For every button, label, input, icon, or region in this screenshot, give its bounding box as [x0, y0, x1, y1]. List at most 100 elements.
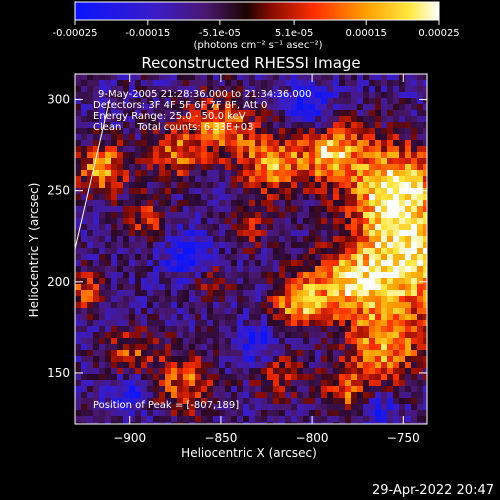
heatmap-cell — [225, 266, 231, 272]
heatmap-cell — [339, 260, 345, 266]
heatmap-cell — [171, 248, 177, 254]
heatmap-cell — [123, 128, 129, 134]
heatmap-cell — [129, 272, 135, 278]
heatmap-cell — [393, 230, 399, 236]
heatmap-cell — [273, 98, 279, 104]
heatmap-cell — [333, 332, 339, 338]
heatmap-cell — [195, 140, 201, 146]
heatmap-cell — [243, 356, 249, 362]
heatmap-cell — [351, 122, 357, 128]
heatmap-cell — [171, 134, 177, 140]
heatmap-cell — [117, 80, 123, 86]
heatmap-cell — [225, 338, 231, 344]
heatmap-cell — [267, 296, 273, 302]
heatmap-cell — [195, 290, 201, 296]
heatmap-cell — [207, 386, 213, 392]
heatmap-cell — [285, 218, 291, 224]
heatmap-cell — [339, 194, 345, 200]
heatmap-cell — [249, 98, 255, 104]
heatmap-cell — [393, 284, 399, 290]
heatmap-cell — [351, 254, 357, 260]
heatmap-cell — [405, 242, 411, 248]
heatmap-cell — [405, 158, 411, 164]
heatmap-cell — [117, 266, 123, 272]
heatmap-cell — [315, 188, 321, 194]
heatmap-cell — [249, 86, 255, 92]
heatmap-cell — [111, 140, 117, 146]
heatmap-cell — [345, 404, 351, 410]
heatmap-cell — [87, 140, 93, 146]
heatmap-cell — [357, 212, 363, 218]
heatmap-cell — [99, 146, 105, 152]
heatmap-cell — [135, 356, 141, 362]
heatmap-cell — [363, 134, 369, 140]
heatmap-cell — [231, 86, 237, 92]
heatmap-cell — [75, 404, 81, 410]
heatmap-cell — [93, 200, 99, 206]
heatmap-cell — [327, 272, 333, 278]
heatmap-cell — [363, 230, 369, 236]
heatmap-cell — [351, 386, 357, 392]
heatmap-cell — [417, 236, 423, 242]
heatmap-cell — [189, 122, 195, 128]
heatmap-cell — [141, 200, 147, 206]
heatmap-cell — [243, 170, 249, 176]
heatmap-cell — [279, 314, 285, 320]
heatmap-cell — [141, 140, 147, 146]
heatmap-cell — [159, 212, 165, 218]
heatmap-cell — [159, 254, 165, 260]
heatmap-cell — [423, 368, 427, 374]
heatmap-cell — [171, 176, 177, 182]
heatmap-cell — [189, 278, 195, 284]
heatmap-cell — [249, 350, 255, 356]
heatmap-cell — [141, 92, 147, 98]
heatmap-cell — [177, 254, 183, 260]
heatmap-cell — [183, 278, 189, 284]
heatmap-cell — [219, 278, 225, 284]
heatmap-cell — [297, 278, 303, 284]
heatmap-cell — [147, 260, 153, 266]
heatmap-cell — [123, 206, 129, 212]
heatmap-cell — [129, 332, 135, 338]
footer-timestamp: 29-Apr-2022 20:47 — [372, 483, 494, 498]
heatmap-cell — [333, 422, 339, 424]
heatmap-cell — [363, 86, 369, 92]
heatmap-cell — [321, 74, 327, 80]
heatmap-cell — [111, 374, 117, 380]
heatmap-cell — [159, 236, 165, 242]
heatmap-cell — [231, 194, 237, 200]
heatmap-cell — [267, 326, 273, 332]
heatmap-cell — [147, 404, 153, 410]
heatmap-cell — [261, 260, 267, 266]
heatmap-cell — [345, 344, 351, 350]
heatmap-cell — [111, 320, 117, 326]
heatmap-cell — [75, 176, 81, 182]
heatmap-cell — [147, 236, 153, 242]
heatmap-cell — [363, 122, 369, 128]
heatmap-cell — [249, 338, 255, 344]
heatmap-cell — [351, 422, 357, 424]
heatmap-cell — [411, 410, 417, 416]
heatmap-cell — [225, 236, 231, 242]
heatmap-cell — [405, 350, 411, 356]
annotation-detectors: Detectors: 3F 4F 5F 6F 7F 8F, Att 0 — [93, 100, 267, 111]
heatmap-cell — [117, 260, 123, 266]
heatmap-cell — [423, 230, 427, 236]
heatmap-cell — [195, 404, 201, 410]
heatmap-cell — [183, 128, 189, 134]
heatmap-cell — [207, 380, 213, 386]
heatmap-cell — [81, 416, 87, 422]
heatmap-cell — [411, 146, 417, 152]
heatmap-cell — [123, 182, 129, 188]
heatmap-cell — [369, 128, 375, 134]
heatmap-cell — [99, 296, 105, 302]
heatmap-cell — [213, 224, 219, 230]
heatmap-cell — [255, 116, 261, 122]
heatmap-cell — [285, 104, 291, 110]
heatmap-cell — [357, 110, 363, 116]
heatmap-cell — [375, 410, 381, 416]
heatmap-cell — [285, 368, 291, 374]
heatmap-cell — [285, 266, 291, 272]
heatmap-cell — [279, 176, 285, 182]
heatmap-cell — [201, 116, 207, 122]
